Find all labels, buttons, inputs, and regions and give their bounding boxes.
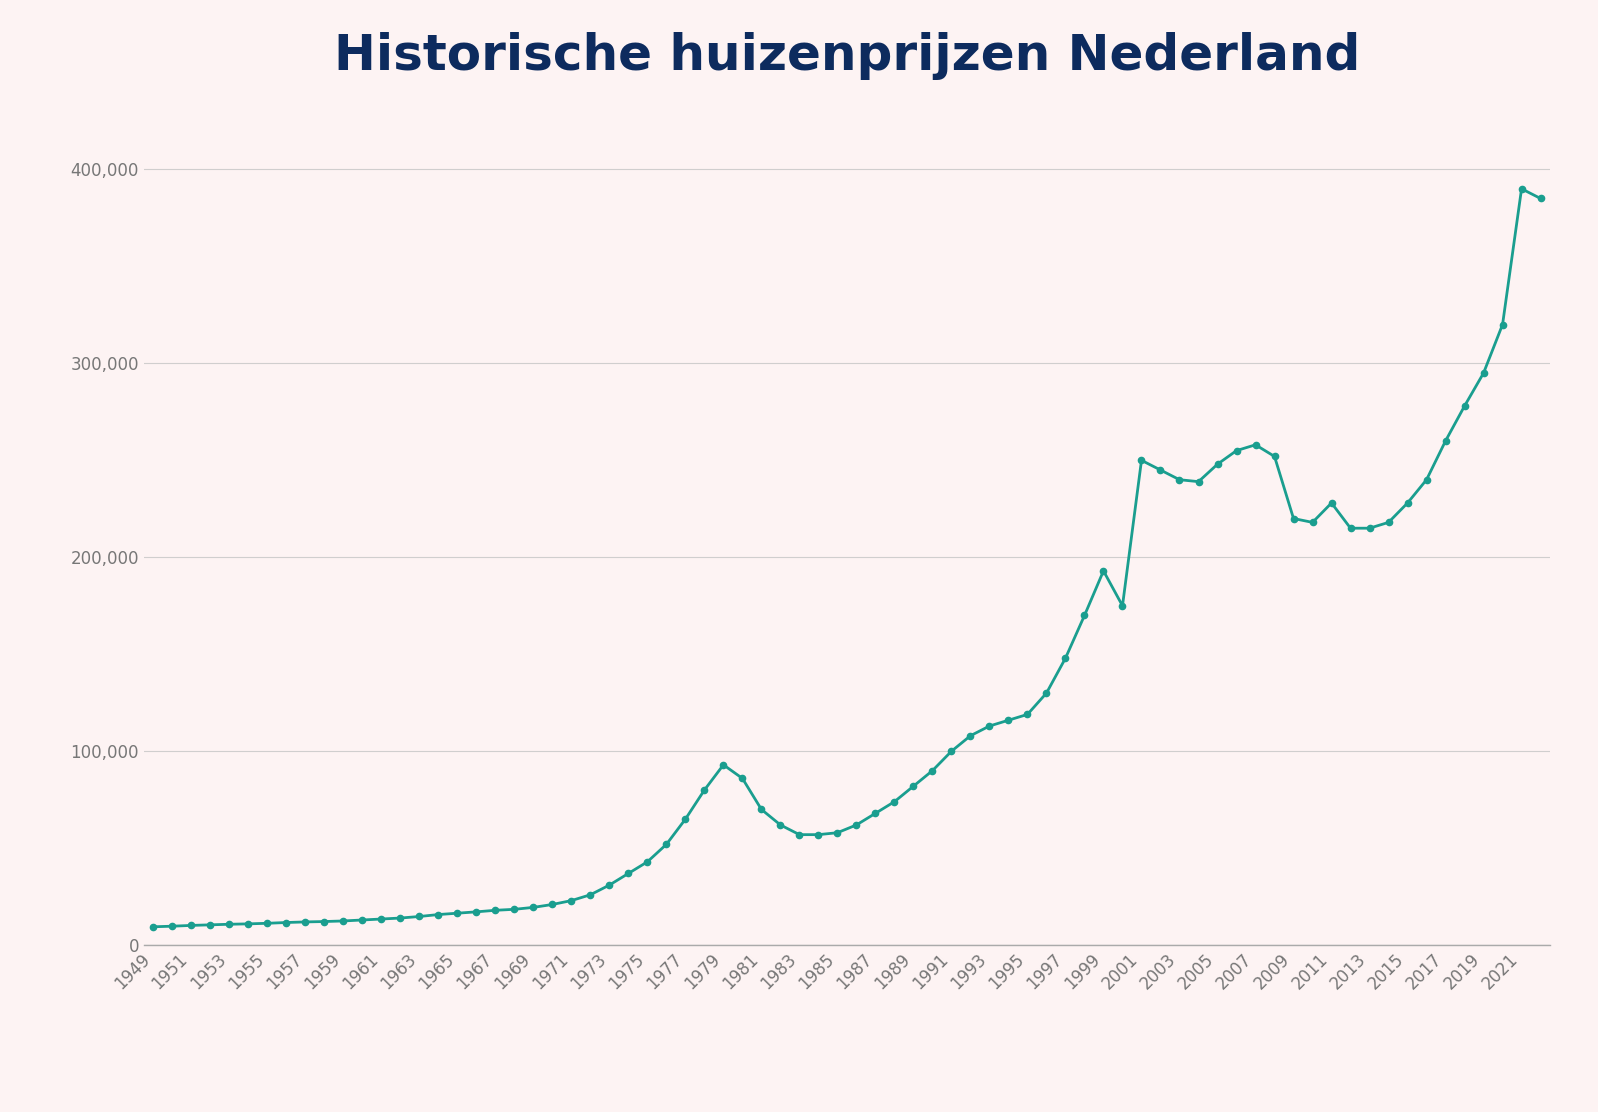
Title: Historische huizenprijzen Nederland: Historische huizenprijzen Nederland: [334, 31, 1360, 80]
